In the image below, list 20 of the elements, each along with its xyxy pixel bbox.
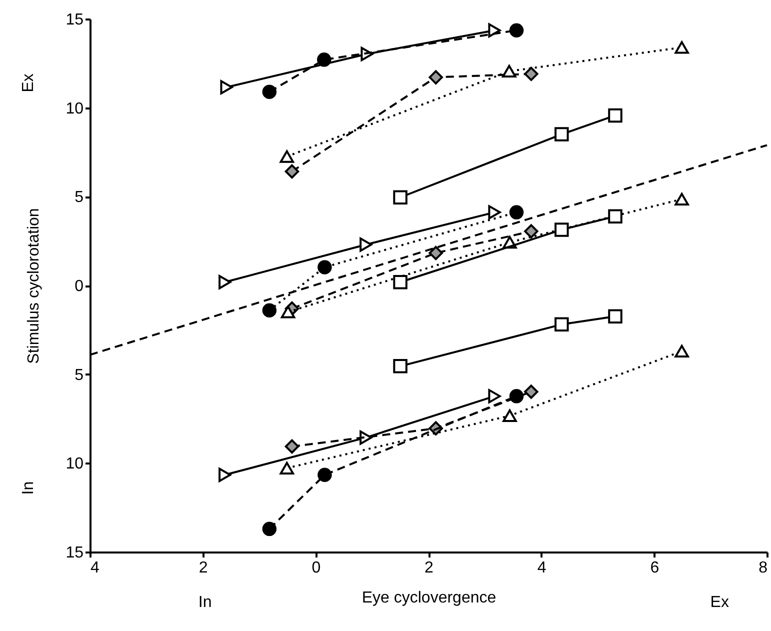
x-tick-label: 8 — [758, 560, 768, 576]
y-tick-label: 5 — [74, 366, 84, 384]
x-tick-label: 0 — [312, 560, 321, 576]
text: In — [20, 481, 37, 495]
y-tick-label: 15 — [66, 544, 84, 562]
x-tick-label: 2 — [424, 560, 434, 576]
x-tick-label: 4 — [537, 560, 546, 576]
x-tick-label: 4 — [90, 560, 100, 576]
y-tick-label: 5 — [74, 189, 84, 206]
y-tick-label: 15 — [66, 12, 84, 28]
text: In — [198, 594, 212, 611]
text: Ex — [20, 74, 37, 92]
x-axis-title: Eye cyclovergence — [362, 590, 496, 606]
y-tick-label: 10 — [66, 100, 84, 118]
y-tick-label: 0 — [74, 278, 84, 295]
x-tick-label: 6 — [650, 560, 660, 576]
y-tick-label: 10 — [66, 456, 84, 473]
x-tick-label: 2 — [198, 560, 208, 576]
text: Ex — [710, 594, 729, 611]
y-axis-title: Stimulus cyclorotation — [26, 208, 43, 364]
